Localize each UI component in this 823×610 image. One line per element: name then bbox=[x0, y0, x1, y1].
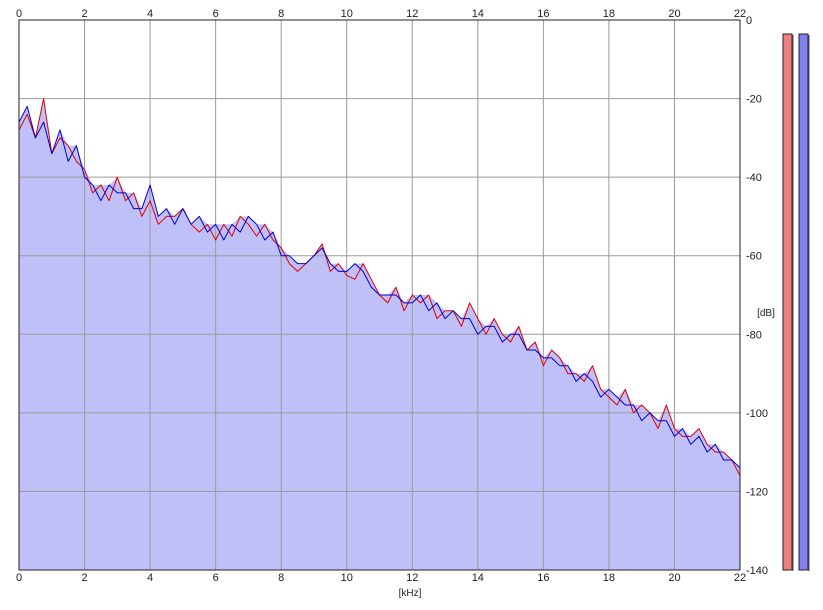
x-tick-label-bottom: 6 bbox=[213, 572, 219, 584]
x-tick-label-top: 12 bbox=[406, 8, 418, 20]
x-tick-label-top: 22 bbox=[734, 8, 746, 20]
y-tick-label: -20 bbox=[746, 94, 762, 106]
x-tick-label-top: 8 bbox=[278, 8, 284, 20]
x-tick-label-bottom: 10 bbox=[341, 572, 353, 584]
tick-layer: 002244668810101212141416161818202022220-… bbox=[16, 8, 768, 584]
x-tick-label-bottom: 8 bbox=[278, 572, 284, 584]
x-tick-label-top: 0 bbox=[16, 8, 22, 20]
y-tick-label: -80 bbox=[746, 329, 762, 341]
channel-meters bbox=[782, 33, 810, 571]
y-tick-label: 0 bbox=[746, 15, 752, 27]
y-tick-label: -60 bbox=[746, 251, 762, 263]
x-tick-label-bottom: 4 bbox=[147, 572, 153, 584]
x-tick-label-top: 18 bbox=[603, 8, 615, 20]
x-tick-label-top: 20 bbox=[668, 8, 680, 20]
plot-frame bbox=[18, 19, 741, 571]
series-line-1 bbox=[18, 105, 741, 469]
y-axis-label: [dB] bbox=[757, 308, 775, 319]
y-tick-label: -40 bbox=[746, 172, 762, 184]
x-tick-label-bottom: 14 bbox=[472, 572, 484, 584]
x-tick-label-bottom: 22 bbox=[734, 572, 746, 584]
x-tick-label-top: 14 bbox=[472, 8, 484, 20]
x-tick-label-top: 16 bbox=[537, 8, 549, 20]
channel-meter-0 bbox=[782, 33, 793, 571]
x-tick-label-bottom: 2 bbox=[81, 572, 87, 584]
x-tick-label-top: 4 bbox=[147, 8, 153, 20]
series-layer bbox=[18, 98, 741, 476]
y-tick-label: -140 bbox=[746, 565, 768, 577]
x-tick-label-bottom: 18 bbox=[603, 572, 615, 584]
x-tick-label-bottom: 16 bbox=[537, 572, 549, 584]
x-tick-label-top: 2 bbox=[81, 8, 87, 20]
y-tick-label: -100 bbox=[746, 408, 768, 420]
x-tick-label-bottom: 12 bbox=[406, 572, 418, 584]
y-tick-label: -120 bbox=[746, 486, 768, 498]
channel-meter-1 bbox=[798, 33, 809, 571]
x-tick-label-top: 10 bbox=[341, 8, 353, 20]
x-tick-label-bottom: 20 bbox=[668, 572, 680, 584]
x-tick-label-top: 6 bbox=[213, 8, 219, 20]
x-tick-label-bottom: 0 bbox=[16, 572, 22, 584]
x-axis-label: [kHz] bbox=[399, 588, 422, 599]
